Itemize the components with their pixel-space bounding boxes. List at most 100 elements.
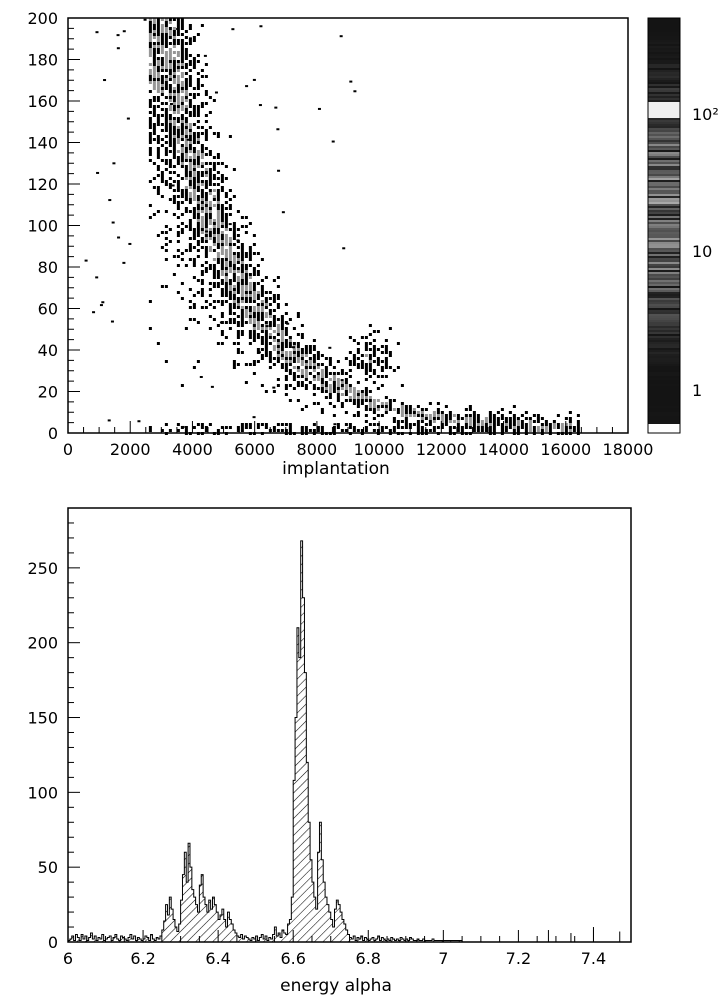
heatmap-cell [224, 288, 228, 291]
heatmap-cell [572, 429, 576, 432]
heatmap-cell [216, 300, 220, 303]
heatmap-cell [152, 129, 156, 132]
heatmap-cell [280, 339, 284, 342]
colorbar-frame [647, 17, 681, 434]
heatmap-cell [216, 213, 220, 216]
heatmap-cell [384, 426, 388, 429]
heatmap-cell [456, 417, 460, 420]
heatmap-cell [216, 183, 220, 186]
heatmap-cell [180, 21, 184, 24]
heatmap-cell [248, 246, 252, 249]
histogram-bar [392, 939, 395, 942]
histogram-bar [360, 936, 363, 942]
heatmap-cell [232, 195, 236, 198]
colorbar-band [648, 28, 680, 30]
heatmap-cell [180, 192, 184, 195]
heatmap-cell [196, 138, 200, 141]
colorbar-band [648, 392, 680, 394]
heatmap-cell [148, 120, 152, 123]
heatmap-cell [356, 390, 360, 393]
colorbar-band [648, 296, 680, 298]
heatmap-cell [384, 360, 388, 363]
heatmap-cell [176, 291, 180, 294]
heatmap-cell [228, 294, 232, 297]
heatmap-cell [228, 213, 232, 216]
heatmap-cell [224, 300, 228, 303]
heatmap-cell [252, 291, 256, 294]
histogram-bar [235, 933, 237, 942]
heatmap-cell [180, 90, 184, 93]
heatmap-cell [288, 372, 292, 375]
heatmap-cell [304, 354, 308, 357]
heatmap-cell [216, 204, 220, 207]
colorbar-band [648, 120, 680, 122]
heatmap-cell [168, 66, 172, 69]
heatmap-cell [256, 306, 260, 309]
heatmap-cell [176, 60, 180, 63]
heatmap-cell [316, 378, 320, 381]
heatmap-cell [148, 30, 152, 33]
heatmap-cell [160, 69, 164, 72]
heatmap-cell [364, 387, 368, 390]
colorbar-band [648, 356, 680, 358]
colorbar-band [648, 46, 680, 48]
heatmap-cell [160, 84, 164, 87]
heatmap-cell [304, 363, 308, 366]
histogram-bar [129, 934, 132, 942]
heatmap-cell [264, 300, 268, 303]
heatmap-cell [328, 357, 332, 360]
heatmap-cell [252, 336, 256, 339]
heatmap-cell [384, 339, 388, 342]
heatmap-cell [304, 369, 308, 372]
heatmap-cell [176, 183, 180, 186]
heatmap-cell [164, 183, 168, 186]
heatmap-cell [244, 267, 248, 270]
heatmap-cell [184, 72, 188, 75]
heatmap-cell [204, 153, 208, 156]
heatmap-cell [300, 360, 304, 363]
heatmap-cell [348, 336, 352, 339]
heatmap-cell [184, 93, 188, 96]
heatmap-cell [296, 375, 300, 378]
heatmap-cell [220, 186, 224, 189]
heatmap-cell [184, 135, 188, 138]
heatmap-cell [228, 243, 232, 246]
heatmap-cell [380, 414, 384, 417]
heatmap-cell [188, 201, 192, 204]
heatmap-cell [248, 312, 252, 315]
heatmap-cell [256, 336, 260, 339]
heatmap-cell [224, 426, 228, 429]
heatmap-cell [256, 294, 260, 297]
histogram-bar [193, 897, 196, 942]
heatmap-cell [280, 324, 284, 327]
colorbar-band [648, 284, 680, 286]
heatmap-cell [368, 390, 372, 393]
colorbar-band [648, 246, 680, 248]
heatmap-cell [300, 363, 304, 366]
x-axis-title-energy-alpha: energy alpha [280, 976, 392, 996]
heatmap-cell [356, 381, 360, 384]
heatmap-cell [380, 360, 384, 363]
heatmap-cell [312, 339, 316, 342]
heatmap-cell [184, 129, 188, 132]
heatmap-cell [168, 75, 172, 78]
heatmap-cell [192, 108, 196, 111]
heatmap-cell [152, 48, 156, 51]
heatmap-cell [276, 303, 280, 306]
histogram-bar [366, 939, 369, 942]
heatmap-cell [164, 360, 168, 363]
heatmap-cell [272, 321, 276, 324]
heatmap-cell [460, 426, 464, 429]
heatmap-cell [196, 93, 200, 96]
heatmap-cell [184, 198, 188, 201]
histogram-bar [154, 940, 157, 942]
heatmap-cell [376, 357, 380, 360]
colorbar-band [648, 260, 680, 262]
heatmap-cell [260, 318, 264, 321]
heatmap-cell [196, 207, 200, 210]
heatmap-cell [296, 333, 300, 336]
heatmap-cell [164, 42, 168, 45]
heatmap-cell [444, 420, 448, 423]
heatmap-cell [288, 339, 292, 342]
colorbar-label-1: 1 [692, 381, 702, 400]
